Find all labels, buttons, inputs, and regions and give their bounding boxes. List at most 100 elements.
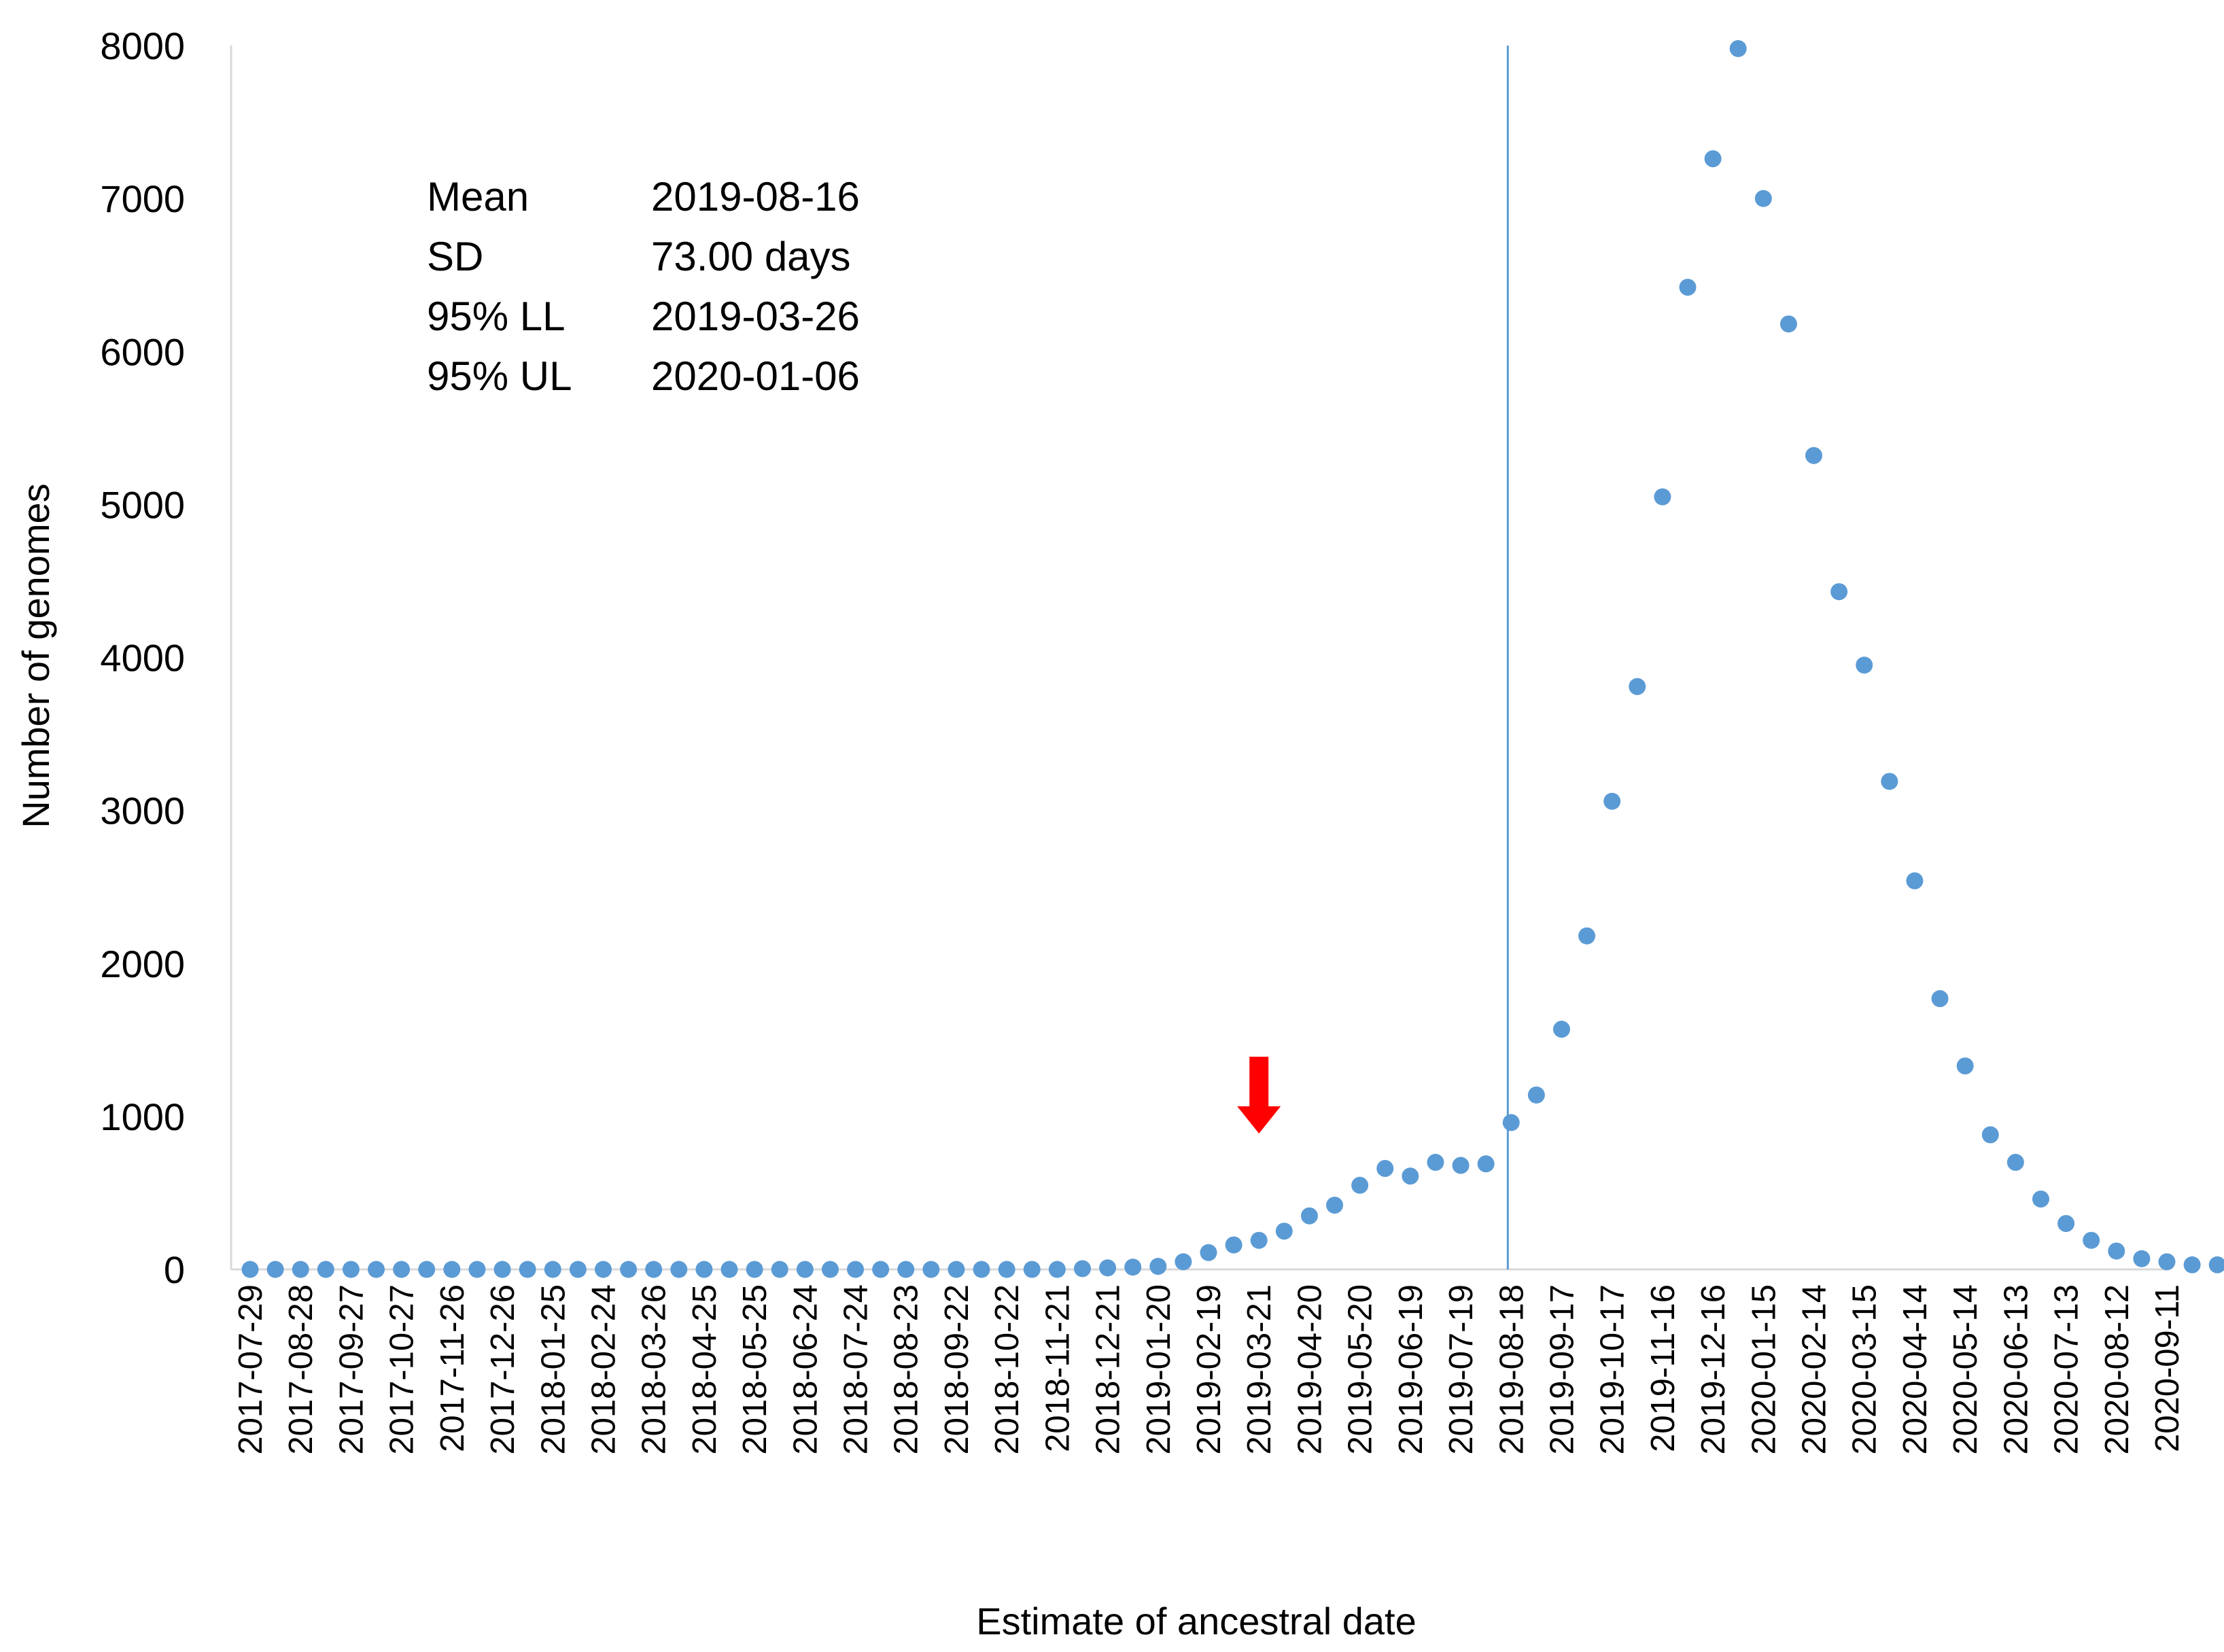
- y-tick-label: 2000: [100, 943, 185, 985]
- x-tick-label: 2018-11-21: [1039, 1284, 1076, 1452]
- data-point: [1830, 583, 1848, 601]
- x-tick-label: 2019-06-19: [1393, 1284, 1429, 1455]
- stat-value-sd: 73.00 days: [651, 234, 851, 279]
- data-point: [2183, 1256, 2201, 1273]
- data-point: [973, 1261, 990, 1278]
- x-tick-label: 2018-04-25: [687, 1284, 723, 1455]
- data-point: [695, 1261, 713, 1278]
- data-point: [2133, 1250, 2151, 1267]
- data-point: [1275, 1223, 1293, 1240]
- x-tick-label: 2018-09-22: [939, 1284, 975, 1455]
- data-point: [1300, 1207, 1318, 1225]
- x-tick-label: 2019-11-16: [1645, 1284, 1682, 1452]
- data-point: [1629, 678, 1646, 695]
- data-point: [493, 1261, 511, 1278]
- data-point: [519, 1261, 536, 1278]
- data-point: [292, 1261, 309, 1278]
- data-point: [1552, 1021, 1570, 1038]
- stat-value-ul: 2020-01-06: [651, 353, 860, 399]
- data-point: [1376, 1159, 1394, 1177]
- x-tick-label: 2020-09-11: [2149, 1284, 2186, 1452]
- data-point: [1931, 990, 1949, 1008]
- data-point: [1527, 1086, 1545, 1104]
- data-point: [1351, 1176, 1369, 1194]
- y-axis-label: Number of genomes: [14, 483, 57, 828]
- data-point: [594, 1261, 612, 1278]
- data-point: [1856, 656, 1873, 674]
- x-tick-label: 2019-04-20: [1291, 1284, 1328, 1455]
- data-point: [1326, 1196, 1344, 1214]
- data-point: [1502, 1114, 1520, 1131]
- x-tick-label: 2017-07-29: [232, 1284, 269, 1455]
- y-tick-label: 5000: [100, 483, 185, 526]
- data-point: [1654, 488, 1671, 506]
- x-tick-label: 2018-01-25: [535, 1284, 572, 1455]
- x-tick-label: 2020-05-14: [1947, 1284, 1984, 1455]
- data-point: [645, 1261, 663, 1278]
- data-point: [2006, 1153, 2024, 1171]
- stat-label-ll: 95% LL: [427, 294, 566, 339]
- data-point: [443, 1261, 461, 1278]
- data-point: [1679, 279, 1697, 296]
- x-tick-label: 2017-11-26: [434, 1284, 471, 1452]
- data-point: [1452, 1157, 1470, 1174]
- x-axis-label: Estimate of ancestral date: [976, 1600, 1416, 1642]
- data-point: [569, 1261, 587, 1278]
- data-point: [1402, 1167, 1419, 1185]
- data-point: [1225, 1236, 1243, 1254]
- data-point: [821, 1261, 839, 1278]
- x-tick-label: 2018-07-24: [838, 1284, 875, 1455]
- x-tick-label: 2017-10-27: [384, 1284, 421, 1455]
- data-point: [1578, 927, 1596, 945]
- x-tick-label: 2018-02-24: [585, 1284, 622, 1455]
- data-point: [468, 1261, 486, 1278]
- data-point: [1981, 1126, 1999, 1144]
- y-tick-label: 7000: [100, 177, 185, 220]
- data-point: [1250, 1231, 1268, 1249]
- x-tick-label: 2018-12-21: [1090, 1284, 1127, 1455]
- data-point: [2032, 1190, 2049, 1208]
- data-point: [368, 1261, 385, 1278]
- data-point: [1779, 315, 1797, 333]
- data-point: [1805, 446, 1823, 464]
- y-tick-label: 3000: [100, 790, 185, 832]
- x-tick-label: 2018-10-22: [989, 1284, 1026, 1455]
- x-tick-label: 2020-08-12: [2099, 1284, 2136, 1455]
- data-point: [922, 1261, 940, 1278]
- data-point: [1073, 1260, 1091, 1278]
- data-point: [948, 1261, 965, 1278]
- x-tick-label: 2020-07-13: [2049, 1284, 2085, 1455]
- x-tick-label: 2019-03-21: [1241, 1284, 1278, 1455]
- data-point: [1048, 1261, 1066, 1278]
- x-axis-ticks: 2017-07-29 2017-08-28 2017-09-27 2017-10-27…: [232, 1284, 2186, 1455]
- data-point: [620, 1261, 638, 1278]
- x-tick-label: 2019-08-18: [1493, 1284, 1530, 1455]
- data-point: [2083, 1231, 2100, 1249]
- stat-label-ul: 95% UL: [427, 353, 572, 399]
- data-point: [418, 1261, 436, 1278]
- data-point: [1200, 1244, 1217, 1261]
- data-point: [1603, 792, 1621, 810]
- data-point: [897, 1261, 915, 1278]
- y-tick-label: 0: [164, 1248, 185, 1291]
- x-tick-label: 2017-08-28: [283, 1284, 319, 1455]
- data-point: [670, 1261, 688, 1278]
- data-point: [1956, 1057, 1974, 1075]
- x-tick-label: 2017-09-27: [333, 1284, 370, 1455]
- red-arrow-marker: [1237, 1057, 1281, 1133]
- data-point: [796, 1261, 814, 1278]
- y-axis-ticks: 0 1000 2000 3000 4000 5000 6000 7000 8000: [100, 24, 185, 1291]
- x-tick-label: 2017-12-26: [485, 1284, 521, 1455]
- x-tick-label: 2018-05-25: [737, 1284, 774, 1455]
- x-tick-label: 2020-04-14: [1897, 1284, 1934, 1455]
- y-tick-label: 8000: [100, 24, 185, 67]
- x-tick-label: 2018-08-23: [888, 1284, 925, 1455]
- x-tick-label: 2019-10-17: [1595, 1284, 1631, 1455]
- data-point: [266, 1261, 284, 1278]
- data-point: [1124, 1259, 1142, 1276]
- data-point: [720, 1261, 738, 1278]
- x-tick-label: 2019-12-16: [1695, 1284, 1732, 1455]
- x-tick-label: 2019-02-19: [1191, 1284, 1228, 1455]
- x-tick-label: 2019-09-17: [1544, 1284, 1580, 1455]
